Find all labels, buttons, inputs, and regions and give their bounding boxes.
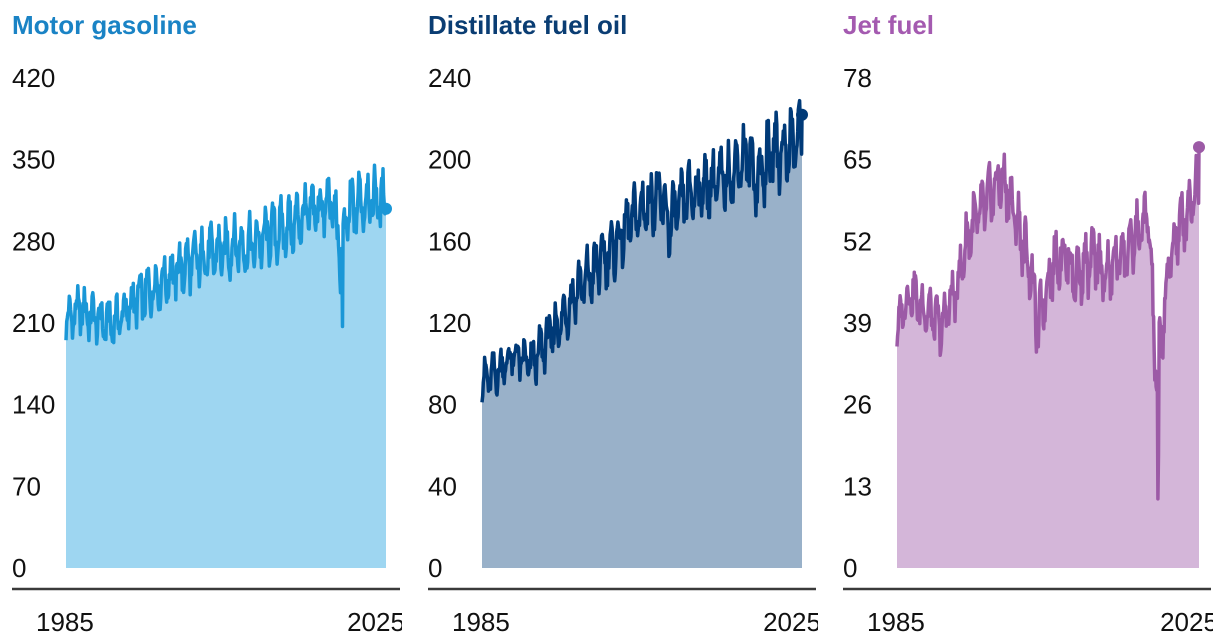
y-tick-label: 40	[428, 471, 457, 501]
y-tick-label: 78	[843, 63, 872, 93]
y-tick-label: 26	[843, 390, 872, 420]
x-tick-label: 1985	[867, 607, 925, 637]
y-tick-label: 280	[12, 226, 55, 256]
y-tick-label: 420	[12, 63, 55, 93]
chart-jet-fuel: 0 13 26 39 52 65 78 1985 2025	[843, 63, 1213, 637]
x-tick-label: 2025	[763, 607, 818, 637]
y-tick-label: 0	[12, 553, 26, 583]
last-point-marker	[1193, 141, 1205, 154]
y-tick-label: 70	[12, 471, 41, 501]
y-tick-label: 140	[12, 390, 55, 420]
panel-jet-fuel: Jet fuel 0 13 26 39 52 65 78 1985 2025	[843, 0, 1220, 642]
y-tick-label: 160	[428, 226, 471, 256]
panel-motor-gasoline: Motor gasoline 0 70 140 210 280 350 420 1985 202…	[12, 0, 402, 642]
x-tick-label: 1985	[36, 607, 94, 637]
last-point-marker	[380, 202, 392, 215]
series-line	[895, 147, 1201, 501]
series-area	[66, 165, 386, 569]
chart-title: Motor gasoline	[12, 10, 197, 40]
chart-distillate-fuel-oil: 0 40 80 120 160 200 240 1985 2025	[428, 63, 818, 637]
y-tick-label: 80	[428, 390, 457, 420]
panel-distillate-fuel-oil: Distillate fuel oil 0 40 80 120 160 200 240 198…	[428, 0, 818, 642]
y-tick-label: 65	[843, 145, 872, 175]
x-tick-label: 2025	[1160, 607, 1213, 637]
y-tick-label: 210	[12, 308, 55, 338]
y-tick-label: 120	[428, 308, 471, 338]
chart-title: Distillate fuel oil	[428, 10, 628, 40]
y-tick-label: 0	[428, 553, 442, 583]
chart-motor-gasoline: 0 70 140 210 280 350 420 1985 2025	[12, 63, 402, 637]
chart-title: Jet fuel	[843, 10, 935, 40]
y-tick-label: 52	[843, 226, 872, 256]
last-point-marker	[796, 108, 808, 121]
y-tick-label: 350	[12, 145, 55, 175]
y-tick-label: 39	[843, 308, 872, 338]
series-area	[482, 100, 802, 568]
y-tick-label: 200	[428, 145, 471, 175]
y-tick-label: 13	[843, 471, 872, 501]
x-tick-label: 2025	[347, 607, 402, 637]
y-tick-label: 0	[843, 553, 857, 583]
series-line	[480, 98, 804, 403]
x-tick-label: 1985	[452, 607, 510, 637]
series-line	[64, 163, 388, 346]
y-tick-label: 240	[428, 63, 471, 93]
